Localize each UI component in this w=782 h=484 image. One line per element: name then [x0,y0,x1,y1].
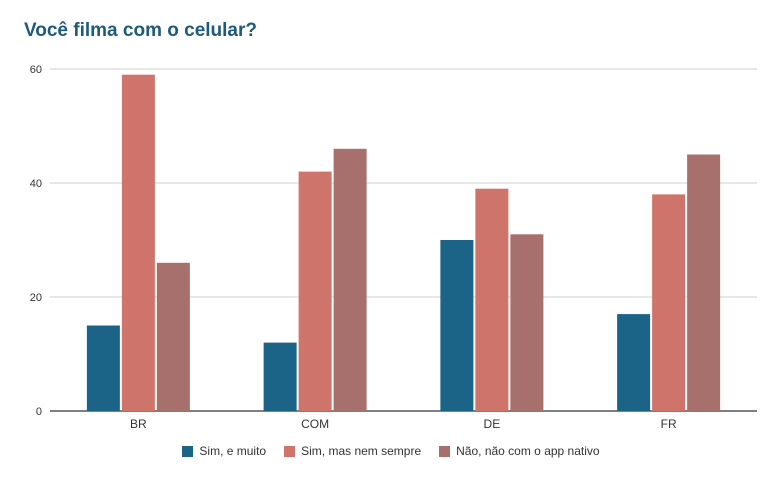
y-tick-label: 0 [36,406,42,418]
x-tick-label: DE [484,417,501,431]
legend-item-sim-e-muito[interactable]: Sim, e muito [182,444,266,458]
legend-swatch [284,445,296,457]
bar-de-series-2[interactable] [510,234,544,411]
bar-de-series-1[interactable] [475,188,509,411]
x-axis-ticks: BR COM DE FR [130,417,677,431]
bar-de-series-0[interactable] [440,240,474,411]
bar-br-series-1[interactable] [121,74,155,411]
bar-fr-series-2[interactable] [687,154,721,412]
y-tick-label: 40 [30,178,42,190]
legend-label: Sim, mas nem sempre [301,444,422,458]
x-tick-label: COM [301,417,329,431]
legend-swatch [182,445,194,457]
x-tick-label: BR [130,417,147,431]
bar-com-series-0[interactable] [263,342,297,411]
y-axis-ticks: 0 20 40 60 [30,64,42,418]
bar-br-series-2[interactable] [156,262,190,411]
grid-lines [50,68,757,412]
bar-com-series-2[interactable] [333,148,367,412]
legend-item-sim-mas-nem-sempre[interactable]: Sim, mas nem sempre [284,444,421,458]
bar-fr-series-0[interactable] [617,314,651,411]
x-tick-label: FR [661,417,677,431]
y-tick-label: 20 [30,292,42,304]
legend-swatch [439,445,451,457]
legend-label: Sim, e muito [199,444,267,458]
y-tick-label: 60 [30,64,42,76]
bar-fr-series-1[interactable] [652,194,686,411]
bars [86,74,721,412]
legend: Sim, e muito Sim, mas nem sempre Não, nã… [0,444,782,458]
legend-label: Não, não com o app nativo [456,444,600,458]
legend-item-nao-nao-com-o-app-nativo[interactable]: Não, não com o app nativo [439,444,600,458]
chart-title: Você filma com o celular? [24,20,258,41]
bar-br-series-0[interactable] [86,325,120,412]
bar-com-series-1[interactable] [298,171,332,411]
